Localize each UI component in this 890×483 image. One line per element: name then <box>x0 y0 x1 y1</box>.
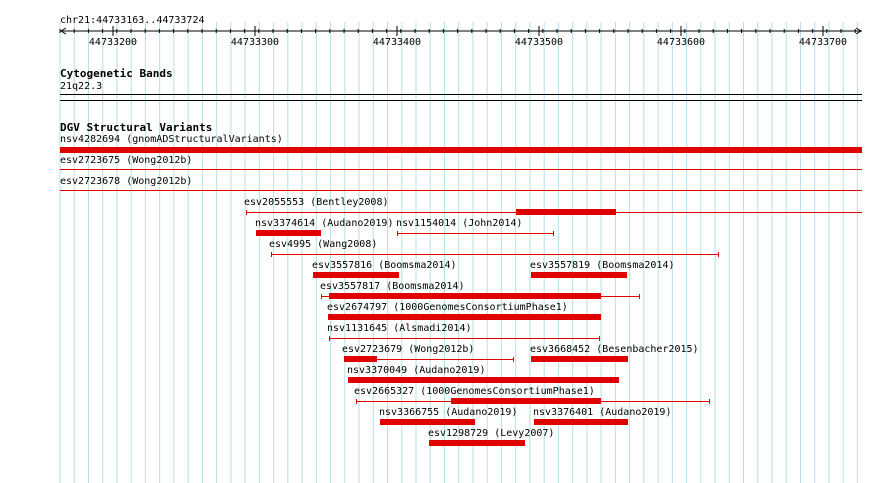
cytoband-label[interactable]: 21q22.3 <box>60 81 103 92</box>
feature-end-tick[interactable] <box>329 336 330 341</box>
feature-span[interactable] <box>271 254 719 255</box>
feature-label[interactable]: esv3557819 (Boomsma2014) <box>530 260 675 271</box>
ruler-tick-label: 44733400 <box>373 37 421 48</box>
feature-glyph[interactable] <box>380 419 475 425</box>
feature-label[interactable]: esv1298729 (Levy2007) <box>428 428 555 439</box>
feature-glyph[interactable] <box>313 272 399 278</box>
feature-label[interactable]: esv3557816 (Boomsma2014) <box>312 260 457 271</box>
feature-label[interactable]: nsv3366755 (Audano2019) <box>379 407 518 418</box>
feature-glyph[interactable] <box>531 272 627 278</box>
coordinate-ruler[interactable]: 44733200 44733300 44733400 44733500 44733600… <box>0 0 890 60</box>
feature-label[interactable]: esv2723678 (Wong2012b) <box>60 176 193 187</box>
feature-glyph[interactable] <box>516 209 616 215</box>
feature-glyph[interactable] <box>60 147 862 153</box>
feature-label[interactable]: nsv1154014 (John2014) <box>396 218 523 229</box>
feature-span[interactable] <box>397 233 553 234</box>
feature-label[interactable]: esv2055553 (Bentley2008) <box>244 197 389 208</box>
feature-label[interactable]: esv2723675 (Wong2012b) <box>60 155 193 166</box>
feature-label[interactable]: nsv4282694 (gnomADStructuralVariants) <box>60 134 283 145</box>
ruler-tick-label: 44733500 <box>515 37 563 48</box>
feature-end-tick[interactable] <box>356 399 357 404</box>
feature-end-tick[interactable] <box>709 399 710 404</box>
feature-glyph[interactable] <box>328 314 601 320</box>
feature-span[interactable] <box>344 359 514 360</box>
feature-label[interactable]: esv3557817 (Boomsma2014) <box>320 281 465 292</box>
cytoband-line-bottom <box>60 100 862 101</box>
ruler-tick-label: 44733700 <box>799 37 847 48</box>
feature-end-tick[interactable] <box>718 252 719 257</box>
feature-end-tick[interactable] <box>321 294 322 299</box>
feature-end-tick[interactable] <box>599 336 600 341</box>
feature-span[interactable] <box>329 338 600 339</box>
feature-glyph[interactable] <box>531 356 628 362</box>
feature-span[interactable] <box>60 190 862 191</box>
feature-label[interactable]: esv2674797 (1000GenomesConsortiumPhase1) <box>327 302 568 313</box>
feature-glyph[interactable] <box>329 293 601 299</box>
feature-end-tick[interactable] <box>513 357 514 362</box>
feature-label[interactable]: nsv3376401 (Audano2019) <box>533 407 672 418</box>
cytobands-track-title: Cytogenetic Bands <box>60 67 173 80</box>
feature-glyph[interactable] <box>344 356 377 362</box>
ruler-tick-label: 44733600 <box>657 37 705 48</box>
dgv-track-title: DGV Structural Variants <box>60 121 213 134</box>
feature-glyph[interactable] <box>256 230 321 236</box>
feature-end-tick[interactable] <box>246 210 247 215</box>
feature-label[interactable]: esv3668452 (Besenbacher2015) <box>530 344 699 355</box>
ruler-right-arrow <box>855 27 862 35</box>
locus-label: chr21:44733163..44733724 <box>60 15 205 26</box>
ruler-left-arrow <box>60 27 67 35</box>
feature-end-tick[interactable] <box>639 294 640 299</box>
feature-label[interactable]: esv4995 (Wang2008) <box>269 239 378 250</box>
feature-glyph[interactable] <box>534 419 628 425</box>
ruler-tick-label: 44733200 <box>89 37 137 48</box>
feature-label[interactable]: esv2665327 (1000GenomesConsortiumPhase1) <box>354 386 595 397</box>
feature-label[interactable]: nsv3370049 (Audano2019) <box>347 365 486 376</box>
feature-label[interactable]: nsv1131645 (Alsmadi2014) <box>327 323 472 334</box>
feature-glyph[interactable] <box>451 398 601 404</box>
feature-glyph[interactable] <box>348 377 619 383</box>
feature-end-tick[interactable] <box>553 231 554 236</box>
feature-label[interactable]: esv2723679 (Wong2012b) <box>342 344 475 355</box>
feature-end-tick[interactable] <box>271 252 272 257</box>
feature-label[interactable]: nsv3374614 (Audano2019) <box>255 218 394 229</box>
feature-glyph[interactable] <box>429 440 525 446</box>
feature-span[interactable] <box>60 169 862 170</box>
ruler-tick-label: 44733300 <box>231 37 279 48</box>
feature-end-tick[interactable] <box>397 231 398 236</box>
cytoband-line-top <box>60 94 862 95</box>
